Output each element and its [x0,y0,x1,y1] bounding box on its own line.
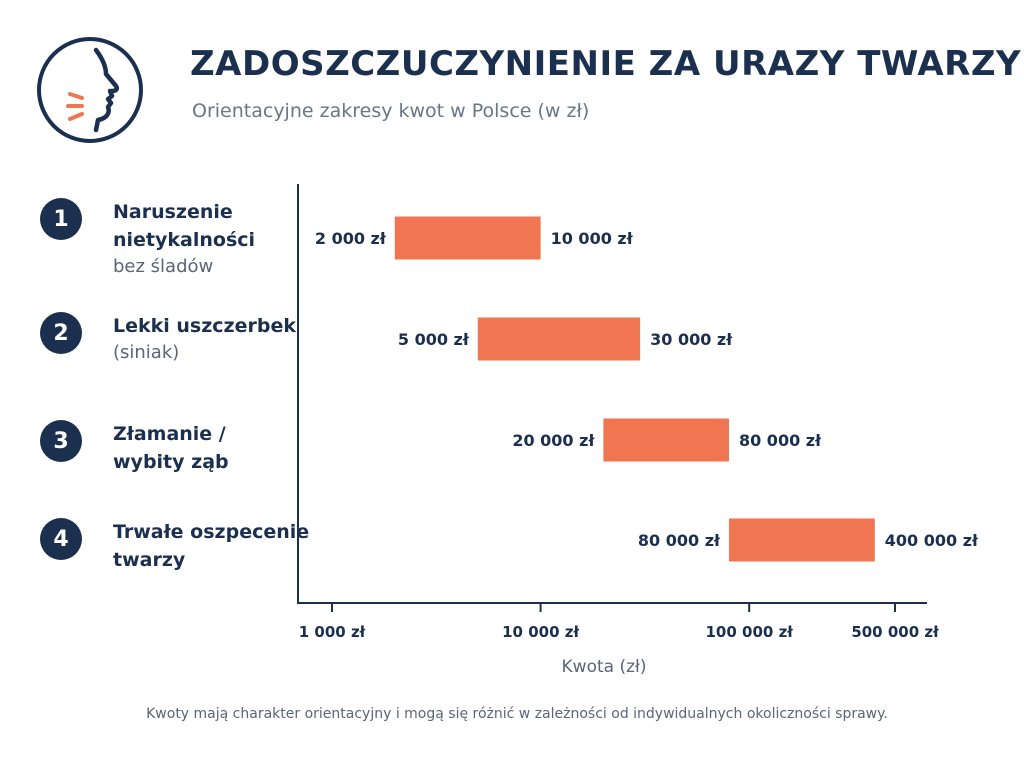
category-number-badge: 1 [40,198,82,240]
page-subtitle: Orientacyjne zakresy kwot w Polsce (w zł… [192,100,590,122]
category-label: Złamanie / wybity ząb [113,423,229,473]
category-label: Trwałe oszpecenie twarzy [113,521,310,571]
range-max-label: 80 000 zł [739,431,822,450]
range-max-label: 30 000 zł [650,330,733,349]
category-item-4: 4 Trwałe oszpecenie twarzy [40,518,309,574]
category-number-badge: 4 [40,518,82,560]
range-bar [603,418,729,462]
range-bar [728,518,875,562]
category-item-2: 2 Lekki uszczerbek (siniak) [40,312,296,366]
category-number-badge: 2 [40,312,82,354]
range-bar [477,317,641,361]
category-label: Naruszenie nietykalności [113,201,256,251]
x-tick-label: 500 000 zł [851,623,939,641]
category-sublabel: (siniak) [113,342,180,363]
x-tick-label: 100 000 zł [706,623,794,641]
category-item-3: 3 Złamanie / wybity ząb [40,420,229,476]
range-min-label: 5 000 zł [398,330,470,349]
range-bar [394,216,541,260]
x-tick-label: 10 000 zł [502,623,579,641]
range-max-label: 400 000 zł [885,531,979,550]
page-title: ZADOSZCZUCZYNIENIE ZA URAZY TWARZY [190,44,1022,84]
range-max-label: 10 000 zł [551,229,634,248]
range-min-label: 2 000 zł [315,229,387,248]
face-profile-speaking-icon [37,37,143,143]
category-item-1: 1 Naruszenie nietykalności bez śladów [40,198,255,280]
range-min-label: 20 000 zł [512,431,595,450]
footnote: Kwoty mają charakter orientacyjny i mogą… [146,706,888,722]
range-min-label: 80 000 zł [638,531,721,550]
category-number-badge: 3 [40,420,82,462]
category-label: Lekki uszczerbek [113,315,296,337]
x-axis-label: Kwota (zł) [561,657,647,677]
category-sublabel: bez śladów [113,256,214,277]
x-tick-label: 1 000 zł [299,623,366,641]
